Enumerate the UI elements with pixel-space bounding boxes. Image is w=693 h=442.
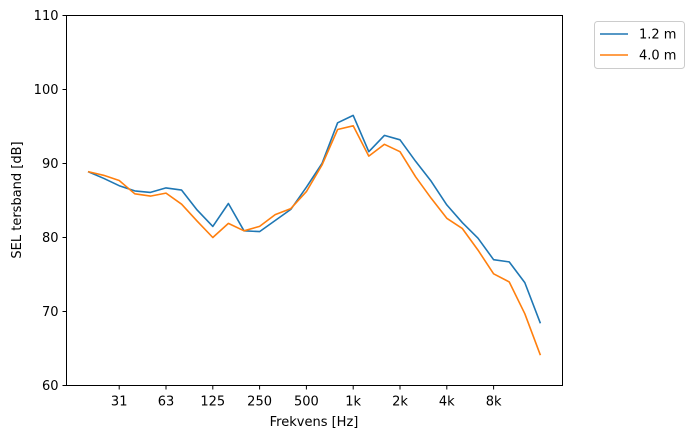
x-axis-label: Frekvens [Hz] (270, 415, 359, 430)
legend: 1.2 m 4.0 m (594, 21, 685, 69)
y-tick-label: 70 (42, 305, 59, 320)
x-tick-label: 125 (200, 395, 225, 410)
y-tick-label: 60 (42, 379, 59, 394)
x-tick-label: 31 (111, 395, 128, 410)
y-tick-label: 100 (34, 83, 59, 98)
x-tick-label: 1k (345, 395, 361, 410)
x-tick-label: 2k (392, 395, 408, 410)
y-axis: 60 70 80 90 100 110 (34, 9, 67, 394)
y-tick-label: 90 (42, 157, 59, 172)
x-tick-label: 4k (439, 395, 455, 410)
plot-frame (66, 15, 563, 386)
x-axis: 31 63 125 250 500 1k 2k 4k 8k (111, 385, 502, 410)
plot-lines (87, 114, 542, 356)
x-tick-label: 250 (247, 395, 272, 410)
y-axis-label: SEL tersband [dB] (10, 141, 25, 258)
x-tick-label: 8k (486, 395, 502, 410)
legend-label: 1.2 m (639, 28, 676, 43)
series-line-2 (87, 125, 542, 356)
legend-label: 4.0 m (639, 49, 676, 64)
y-tick-label: 110 (34, 9, 59, 24)
series-line-1 (87, 114, 542, 324)
y-tick-label: 80 (42, 231, 59, 246)
x-tick-label: 63 (158, 395, 175, 410)
x-tick-label: 500 (294, 395, 319, 410)
